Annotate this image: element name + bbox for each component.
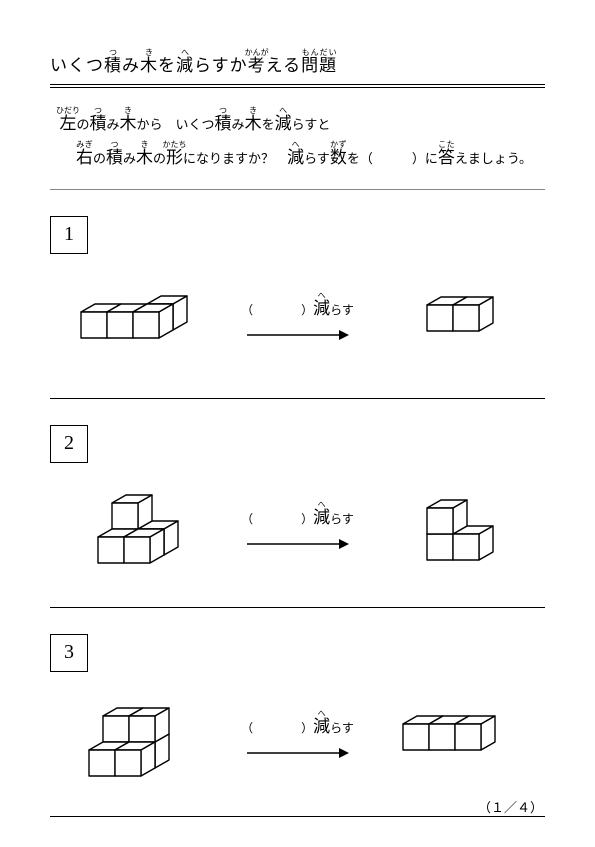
worksheet-title: いくつ積つみ木きを減へらすか考かんがえる問もん題だい [50, 48, 545, 76]
problem-1: 1 （ ）減へらす [50, 216, 545, 399]
blank-label: （ ）減へらす [241, 291, 354, 319]
problem-2: 2 （ ）減へらす [50, 425, 545, 608]
left-figure [58, 278, 218, 358]
right-figure [378, 696, 538, 776]
divider [50, 398, 545, 399]
instructions: 左ひだりの積つみ木きから いくつ積つみ木きを減へらすと 右みぎの積つみ木きの形か… [56, 106, 545, 175]
page-number: （１／４） [478, 797, 543, 816]
problem-number: 2 [50, 425, 88, 463]
problem-number: 3 [50, 634, 88, 672]
right-figure [378, 472, 538, 582]
divider [50, 816, 545, 817]
arrow-icon [243, 534, 353, 554]
divider [50, 607, 545, 608]
problem-3: 3 （ ）減へらす [50, 634, 545, 817]
instructions-rule [50, 189, 545, 190]
left-figure [58, 676, 218, 796]
blank-label: （ ）減へらす [241, 709, 354, 737]
arrow-icon [243, 325, 353, 345]
left-figure [58, 467, 218, 587]
blank-label: （ ）減へらす [241, 500, 354, 528]
problem-number: 1 [50, 216, 88, 254]
arrow-icon [243, 743, 353, 763]
title-rule [50, 84, 545, 88]
right-figure [378, 283, 538, 353]
